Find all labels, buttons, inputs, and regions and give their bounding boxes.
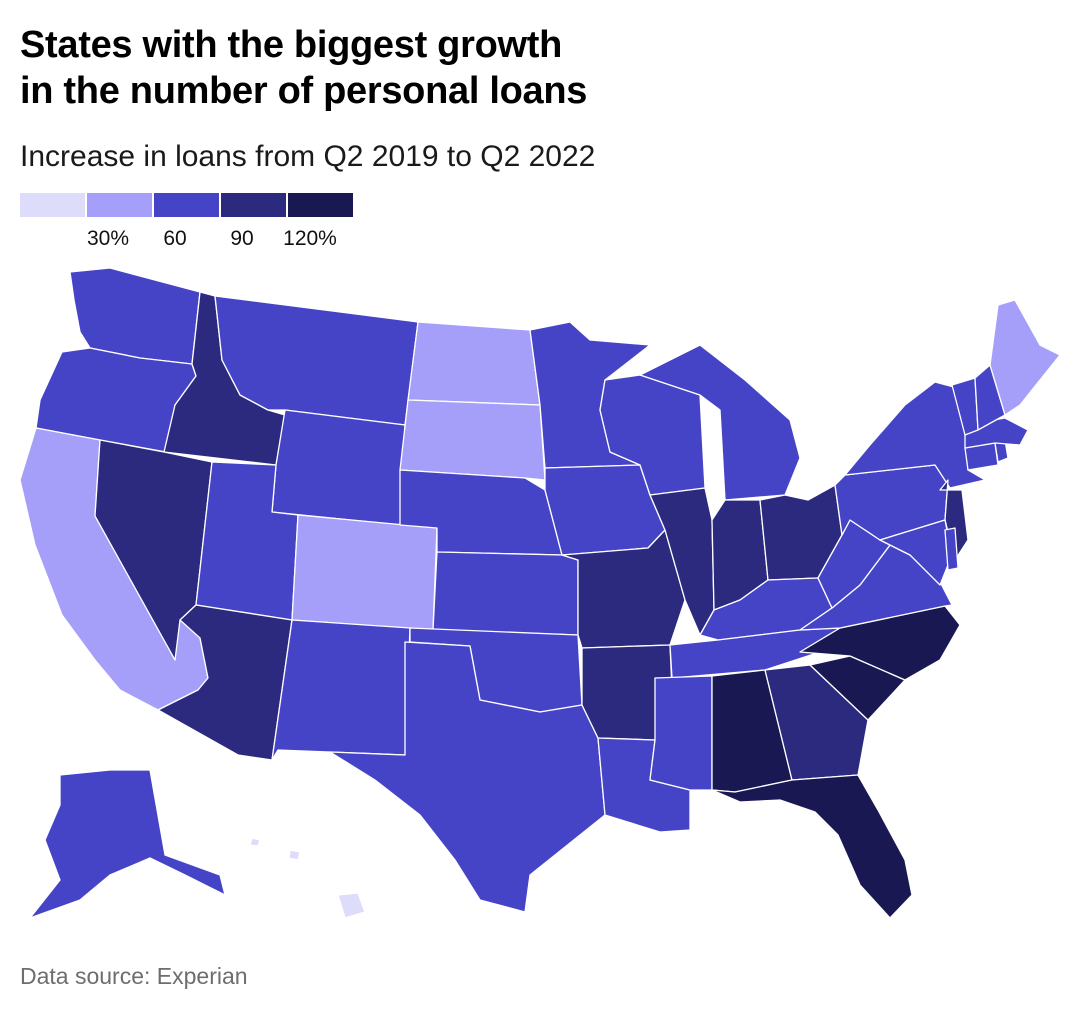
state-wyoming	[271, 409, 406, 526]
legend-tick-1: 30%	[86, 227, 130, 250]
title-line-1: States with the biggest growth	[20, 24, 563, 66]
legend-bin-3	[154, 193, 219, 217]
legend-tick-4: 120%	[283, 227, 337, 250]
chart-title: States with the biggest growth in the nu…	[20, 22, 1020, 114]
state-north-dakota	[407, 321, 541, 406]
state-mississippi	[649, 675, 713, 791]
map-regions	[19, 267, 1061, 919]
state-maine	[989, 299, 1061, 416]
state-florida	[711, 774, 913, 919]
state-delaware	[944, 527, 959, 571]
chart-subtitle: Increase in loans from Q2 2019 to Q2 202…	[20, 140, 596, 173]
state-kansas	[432, 551, 579, 636]
state-michigan	[639, 344, 801, 501]
legend-bin-1	[20, 193, 85, 217]
state-georgia	[764, 664, 869, 781]
state-alaska	[29, 769, 226, 919]
state-maryland	[879, 519, 953, 586]
color-legend: 30% 60 90 120%	[20, 193, 360, 253]
title-line-2: in the number of personal loans	[20, 70, 588, 112]
state-new-mexico	[271, 619, 411, 761]
legend-bin-4	[221, 193, 286, 217]
state-texas	[329, 641, 606, 913]
state-colorado	[291, 514, 438, 631]
legend-bins	[20, 193, 360, 217]
us-choropleth-map	[19, 267, 1061, 919]
legend-tick-3: 90	[230, 227, 254, 250]
data-source: Data source: Experian	[20, 963, 248, 989]
state-hawaii	[249, 837, 366, 919]
legend-bin-2	[87, 193, 152, 217]
legend-bin-5	[288, 193, 353, 217]
legend-tick-2: 60	[163, 227, 187, 250]
state-south-dakota	[399, 399, 546, 481]
